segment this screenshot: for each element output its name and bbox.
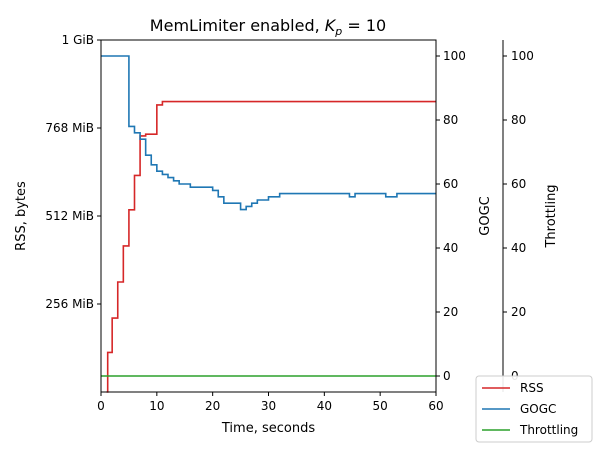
legend-label-gogc: GOGC: [520, 402, 556, 416]
throttling-tick-label: 60: [511, 177, 526, 191]
gogc-axis-label: GOGC: [478, 196, 493, 235]
series-layer: [101, 55, 436, 393]
gogc-tick-label: 0: [443, 369, 451, 383]
rss-tick-label: 512 MiB: [45, 209, 94, 223]
x-axis-ticks: 0 10 20 30 40 50 60: [97, 392, 444, 413]
x-tick-label: 0: [97, 399, 105, 413]
rss-tick-label: 1 GiB: [62, 33, 94, 47]
x-tick-label: 30: [261, 399, 276, 413]
gogc-tick-label: 100: [443, 49, 466, 63]
legend-box: [475, 375, 593, 443]
throttling-tick-label: 80: [511, 113, 526, 127]
gogc-tick-label: 60: [443, 177, 458, 191]
legend-label-rss: RSS: [520, 381, 544, 395]
x-axis-label: Time, seconds: [221, 421, 315, 436]
x-tick-label: 10: [149, 399, 164, 413]
series-line-gogc: [101, 55, 436, 211]
x-tick-label: 50: [373, 399, 388, 413]
x-tick-label: 40: [317, 399, 332, 413]
legend-label-throttling: Throttling: [519, 423, 578, 437]
legend: RSS GOGC Throttling: [475, 375, 593, 443]
gogc-tick-label: 40: [443, 241, 458, 255]
gogc-tick-label: 20: [443, 305, 458, 319]
rss-axis-ticks: 256 MiB 512 MiB 768 MiB 1 GiB: [45, 33, 101, 311]
rss-axis-label: RSS, bytes: [14, 181, 29, 251]
x-tick-label: 20: [205, 399, 220, 413]
gogc-axis-ticks: 0 20 40 60 80 100: [436, 49, 466, 383]
throttling-tick-label: 20: [511, 305, 526, 319]
rss-tick-label: 768 MiB: [45, 121, 94, 135]
throttling-axis-label: Throttling: [544, 184, 559, 248]
x-tick-label: 60: [428, 399, 443, 413]
chart-title: MemLimiter enabled, Kp = 10: [150, 16, 386, 38]
throttling-tick-label: 40: [511, 241, 526, 255]
throttling-tick-label: 100: [511, 49, 534, 63]
rss-tick-label: 256 MiB: [45, 297, 94, 311]
series-line-rss: [106, 100, 436, 393]
gogc-tick-label: 80: [443, 113, 458, 127]
